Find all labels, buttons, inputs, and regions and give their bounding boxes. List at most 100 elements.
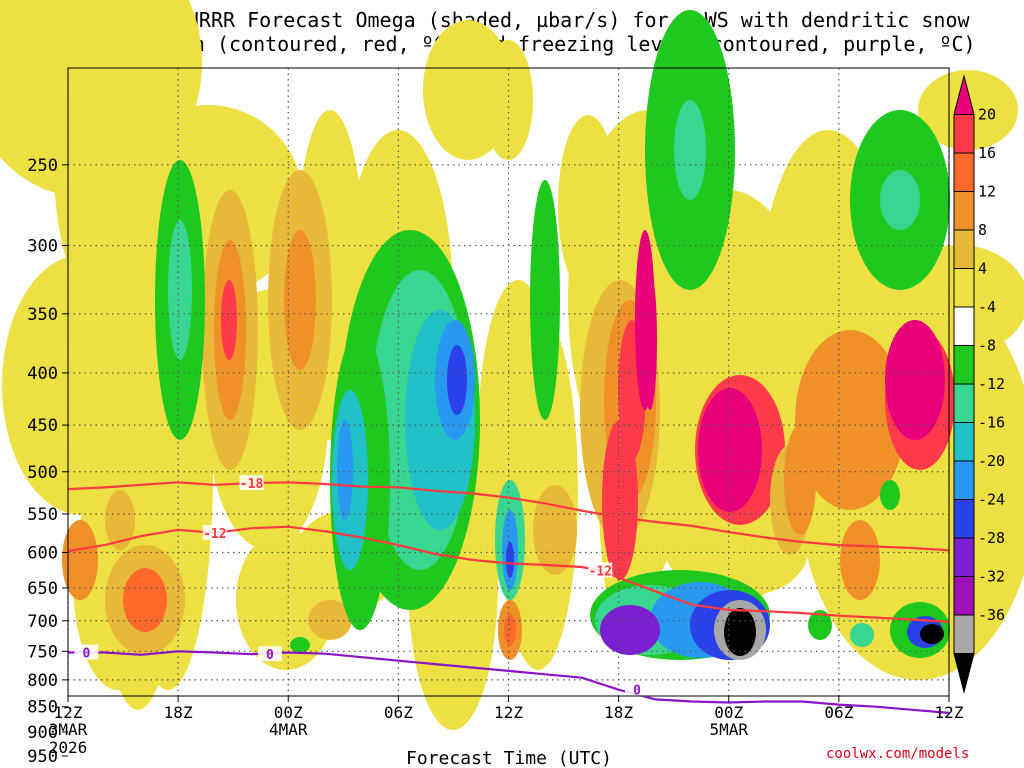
colorbar-legend: 20 16 12 8 4 -4 -8 -12 -16 -20 -24 -28 -32 -36: [953, 74, 1005, 694]
omega-blob: [698, 388, 762, 512]
colorbar-label: 8: [978, 221, 987, 239]
colorbar-swatch: [953, 268, 975, 308]
y-tick-label: 800: [27, 671, 58, 691]
contour-line: [68, 650, 950, 714]
y-axis: 250 300 350 400 450 500 550 600 650 700 750 800 850 9…: [27, 156, 68, 767]
colorbar-swatch: [953, 499, 975, 539]
colorbar-label: 12: [978, 183, 996, 201]
omega-blob-negative: [600, 605, 660, 655]
y-tick-label: 450: [27, 416, 58, 436]
y-tick-label: 300: [27, 237, 58, 257]
x-tick-label: 18Z: [604, 703, 633, 722]
omega-blob: [795, 330, 905, 510]
colorbar-swatch: [953, 152, 975, 192]
omega-blob-negative: [290, 637, 310, 653]
contour-label: -18: [240, 477, 264, 492]
colorbar-label: 4: [978, 260, 987, 278]
contour-label-bg: [74, 644, 99, 660]
x-tick-label: 18Z: [164, 703, 193, 722]
colorbar-swatch: [953, 653, 975, 694]
x-tick-label: 00Z: [714, 703, 743, 722]
omega-blob-negative: [447, 345, 467, 415]
y-tick-label: 500: [27, 463, 58, 483]
colorbar-swatch: [953, 191, 975, 231]
omega-blob-negative: [808, 610, 832, 640]
colorbar-label: -28: [978, 529, 1005, 547]
colorbar-label: -12: [978, 375, 1005, 393]
omega-blob: [533, 485, 577, 575]
contour-label: 0: [82, 646, 90, 661]
colorbar-swatch: [953, 383, 975, 423]
omega-blob-negative: [880, 480, 900, 510]
x-tick-label: 12Z: [935, 703, 964, 722]
contour-line: [67, 481, 950, 552]
y-tick-label: 850: [27, 698, 58, 718]
colorbar-swatch: [953, 306, 975, 346]
y-tick-label: 250: [27, 156, 58, 176]
omega-blob: [105, 490, 135, 550]
contour-label-bg: [624, 681, 649, 697]
x-tick-label: 12Z: [494, 703, 523, 722]
omega-blob: [62, 520, 98, 600]
omega-blob-negative: [168, 220, 192, 360]
colorbar-swatch: [953, 576, 975, 616]
omega-blob: [602, 420, 638, 580]
omega-blob: [840, 520, 880, 600]
colorbar-swatch: [953, 229, 975, 269]
y-tick-label: 900: [27, 723, 58, 743]
omega-blob-negative: [880, 170, 920, 230]
omega-blob-negative: [337, 420, 353, 520]
y-tick-label: 750: [27, 642, 58, 662]
title-line-1: 2026030312 HRRR Forecast Omega (shaded, …: [54, 8, 970, 32]
omega-blob: [784, 425, 816, 535]
credit-text: coolwx.com/models: [826, 746, 970, 762]
colorbar-swatch: [953, 537, 975, 577]
contour-label-bg: [239, 475, 264, 491]
omega-blob: [504, 614, 516, 646]
contour-label-bg: [257, 646, 282, 662]
y-tick-label: 650: [27, 579, 58, 599]
x-tick-label: 00Z: [274, 703, 303, 722]
x-tick-label: 06Z: [384, 703, 413, 722]
omega-blob-negative: [724, 608, 756, 656]
x-tick-date: 3MAR: [49, 720, 88, 739]
x-tick-date: 5MAR: [709, 720, 748, 739]
y-tick-label: 600: [27, 543, 58, 563]
contour-label: -12: [589, 565, 612, 580]
omega-blob-negative: [506, 542, 514, 578]
contour-label: 0: [266, 648, 274, 663]
x-tick-year: 2026: [49, 738, 88, 757]
colorbar-swatch: [953, 614, 975, 654]
colorbar-label: -16: [978, 414, 1005, 432]
colorbar-label: -36: [978, 606, 1005, 624]
omega-blob: [643, 270, 657, 410]
colorbar-swatch: [953, 345, 975, 385]
x-tick-date: 4MAR: [269, 720, 308, 739]
colorbar-label: -8: [978, 337, 996, 355]
omega-blob: [221, 280, 237, 360]
y-tick-label: 700: [27, 612, 58, 632]
colorbar-label: -4: [978, 298, 996, 316]
contour-label: 0: [633, 684, 641, 699]
y-tick-label: 350: [27, 305, 58, 325]
colorbar-swatch: [953, 460, 975, 500]
omega-blob: [885, 320, 945, 440]
x-tick-label: 12Z: [54, 703, 83, 722]
omega-blob: [284, 230, 316, 370]
omega-blob: [308, 600, 352, 640]
y-tick-label: 550: [27, 505, 58, 525]
omega-blob-negative: [850, 623, 874, 647]
x-axis-label: Forecast Time (UTC): [406, 748, 612, 768]
colorbar-label: -24: [978, 491, 1005, 509]
colorbar-label: 20: [978, 106, 996, 124]
colorbar-swatch: [953, 114, 975, 154]
omega-shading: [0, 0, 1024, 730]
colorbar-swatch: [953, 422, 975, 462]
omega-blob: [123, 568, 167, 632]
contour-label: -12: [203, 527, 226, 542]
omega-blob-negative: [530, 180, 560, 420]
colorbar-label: -20: [978, 452, 1005, 470]
colorbar-label: 16: [978, 144, 996, 162]
